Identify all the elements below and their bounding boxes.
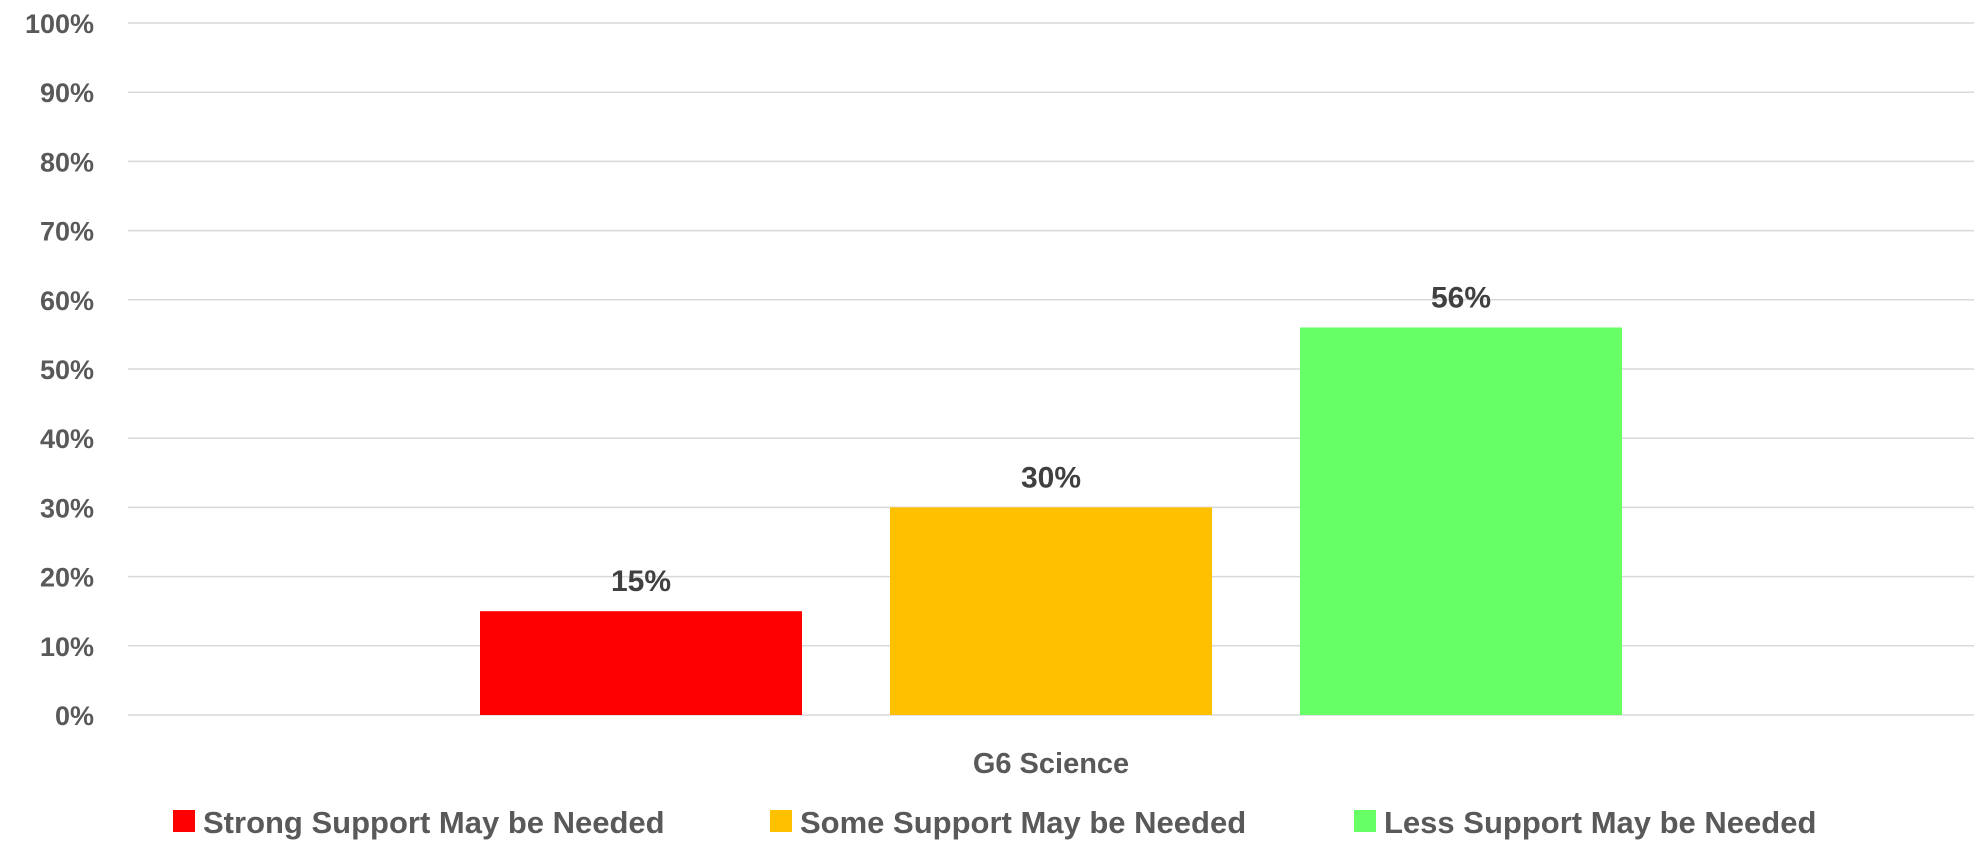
y-tick-label: 20% <box>40 563 94 593</box>
legend-label: Less Support May be Needed <box>1384 805 1816 840</box>
bar-1 <box>480 611 802 715</box>
y-tick-label: 10% <box>40 632 94 662</box>
data-label: 15% <box>611 565 671 598</box>
y-tick-label: 40% <box>40 424 94 454</box>
bar-3 <box>1300 327 1622 715</box>
y-tick-label: 70% <box>40 217 94 247</box>
y-tick-label: 100% <box>25 9 94 39</box>
y-tick-label: 0% <box>55 701 94 731</box>
legend-swatch <box>173 810 195 832</box>
x-axis-category-labels: G6 Science <box>973 748 1129 780</box>
gridlines <box>128 22 1974 716</box>
legend-label: Strong Support May be Needed <box>203 805 665 840</box>
bar-2 <box>890 507 1212 715</box>
y-tick-label: 30% <box>40 493 94 523</box>
y-tick-label: 60% <box>40 286 94 316</box>
legend-swatch <box>1354 810 1376 832</box>
legend: Strong Support May be Needed Some Support… <box>173 805 1816 840</box>
bars <box>480 327 1622 715</box>
x-category-label: G6 Science <box>973 748 1129 780</box>
data-label: 30% <box>1021 461 1081 494</box>
y-axis-tick-labels: 0% 10% 20% 30% 40% 50% 60% 70% 80% 90% 100% <box>25 9 94 731</box>
y-tick-label: 90% <box>40 78 94 108</box>
legend-swatch <box>770 810 792 832</box>
legend-label: Some Support May be Needed <box>800 805 1246 840</box>
data-label: 56% <box>1431 281 1491 314</box>
y-tick-label: 80% <box>40 147 94 177</box>
data-labels: 15% 30% 56% <box>611 281 1491 598</box>
y-tick-label: 50% <box>40 355 94 385</box>
